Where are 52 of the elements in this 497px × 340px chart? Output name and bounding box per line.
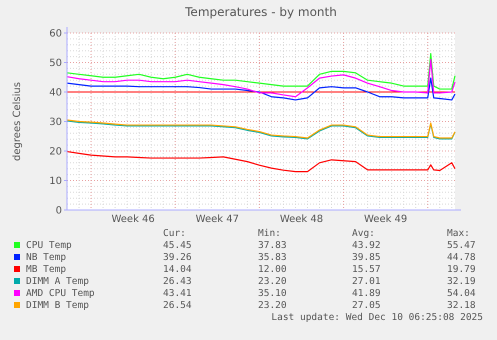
line-series xyxy=(66,78,456,101)
text: 55.47 xyxy=(447,240,476,251)
text: 37.83 xyxy=(258,240,287,251)
y-axis-title: degrees Celsius xyxy=(12,82,23,161)
text: 26.54 xyxy=(163,300,192,311)
text: 44.78 xyxy=(447,252,476,263)
text: 23.20 xyxy=(258,276,287,287)
legend-label: DIMM B Temp xyxy=(26,300,90,311)
line-series xyxy=(66,53,456,90)
x-tick-label: Week 47 xyxy=(196,214,239,225)
text: Last update: Wed Dec 10 06:25:08 2025 xyxy=(271,312,483,323)
legend-label: MB Temp xyxy=(26,264,66,275)
text: Min: xyxy=(258,228,281,239)
y-tick-label: 30 xyxy=(49,117,62,128)
y-tick-label: 50 xyxy=(49,58,62,69)
y-tick-label: 20 xyxy=(49,146,62,158)
text: 39.85 xyxy=(352,252,381,263)
legend-label: AMD CPU Temp xyxy=(26,288,95,299)
legend-label: CPU Temp xyxy=(26,240,72,251)
text: 23.20 xyxy=(258,300,287,311)
line-series xyxy=(66,150,456,172)
text: 14.04 xyxy=(163,264,192,275)
y-tick-label: 0 xyxy=(56,206,62,216)
text: 43.92 xyxy=(352,240,381,251)
text: 12.00 xyxy=(258,264,287,275)
text: 32.19 xyxy=(447,276,476,287)
line-series xyxy=(66,58,456,98)
text: Cur: xyxy=(163,228,186,239)
x-tick-label: Week 49 xyxy=(364,214,408,225)
text: 32.18 xyxy=(447,300,476,311)
x-tick-label: Week 48 xyxy=(280,214,324,225)
text: 43.41 xyxy=(163,288,192,299)
y-tick-label: 60 xyxy=(49,28,62,40)
chart-title: Temperatures - by month xyxy=(184,5,337,19)
text: 45.45 xyxy=(163,240,192,251)
text: 41.89 xyxy=(352,288,381,299)
text: 15.57 xyxy=(352,264,381,275)
text: 54.04 xyxy=(447,288,476,299)
text: Max: xyxy=(447,228,470,239)
x-tick-label: Week 46 xyxy=(111,214,155,225)
legend-label: DIMM A Temp xyxy=(26,276,90,287)
text: 27.05 xyxy=(352,300,381,311)
y-tick-label: 10 xyxy=(49,176,62,187)
text: 35.10 xyxy=(258,288,287,299)
text: 27.01 xyxy=(352,276,381,287)
text: 35.83 xyxy=(258,252,287,263)
y-tick-label: 40 xyxy=(49,88,62,98)
text: Avg: xyxy=(352,228,375,239)
legend-label: NB Temp xyxy=(26,252,66,263)
text: 26.43 xyxy=(163,276,192,287)
text: 19.79 xyxy=(447,264,476,275)
text: 39.26 xyxy=(163,252,192,263)
